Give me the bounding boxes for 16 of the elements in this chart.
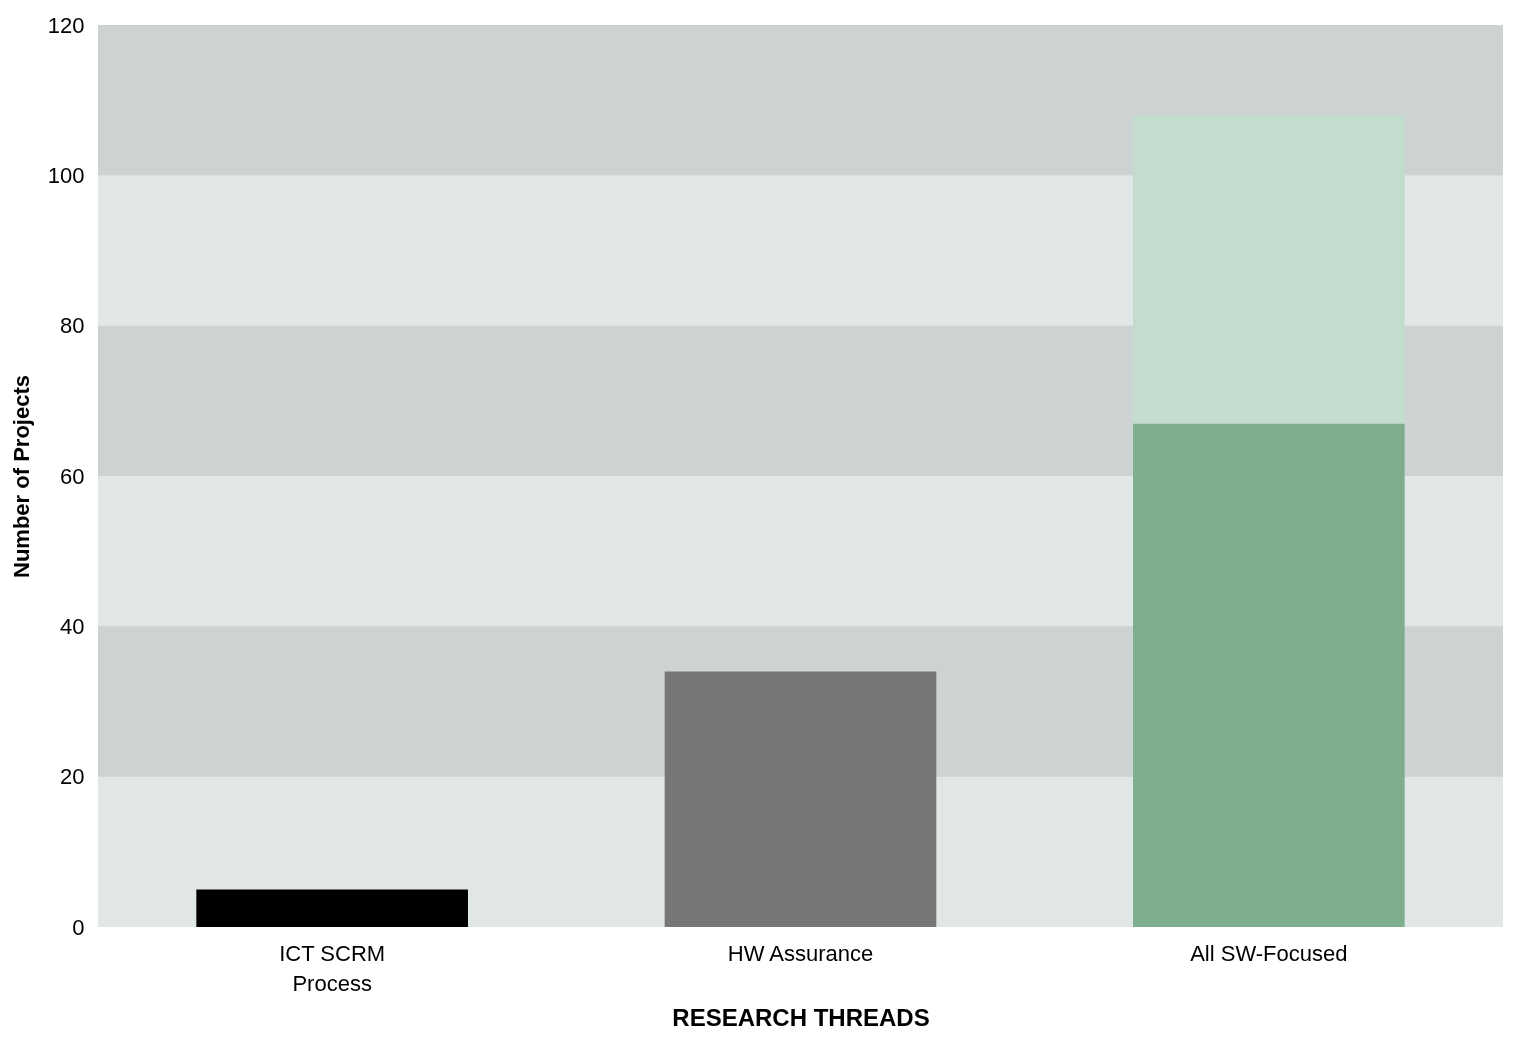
y-tick-label: 40 [60, 613, 85, 639]
y-tick-label: 60 [60, 463, 85, 489]
y-axis-title: Number of Projects [8, 375, 34, 578]
y-tick-label: 20 [60, 764, 85, 790]
y-tick-label: 80 [60, 313, 85, 339]
y-tick-label: 0 [72, 914, 85, 940]
x-tick-label: HW Assurance [727, 940, 874, 966]
bar [196, 889, 468, 927]
bar [664, 671, 937, 927]
x-tick-label: ICT SCRM Process [279, 940, 386, 996]
y-tick-label: 100 [47, 162, 85, 188]
y-tick-label: 120 [47, 12, 85, 38]
x-axis-title: RESEARCH THREADS [672, 1003, 930, 1031]
bar [1133, 423, 1405, 927]
bar [1133, 115, 1405, 424]
x-tick-label: All SW-Focused [1190, 940, 1348, 966]
